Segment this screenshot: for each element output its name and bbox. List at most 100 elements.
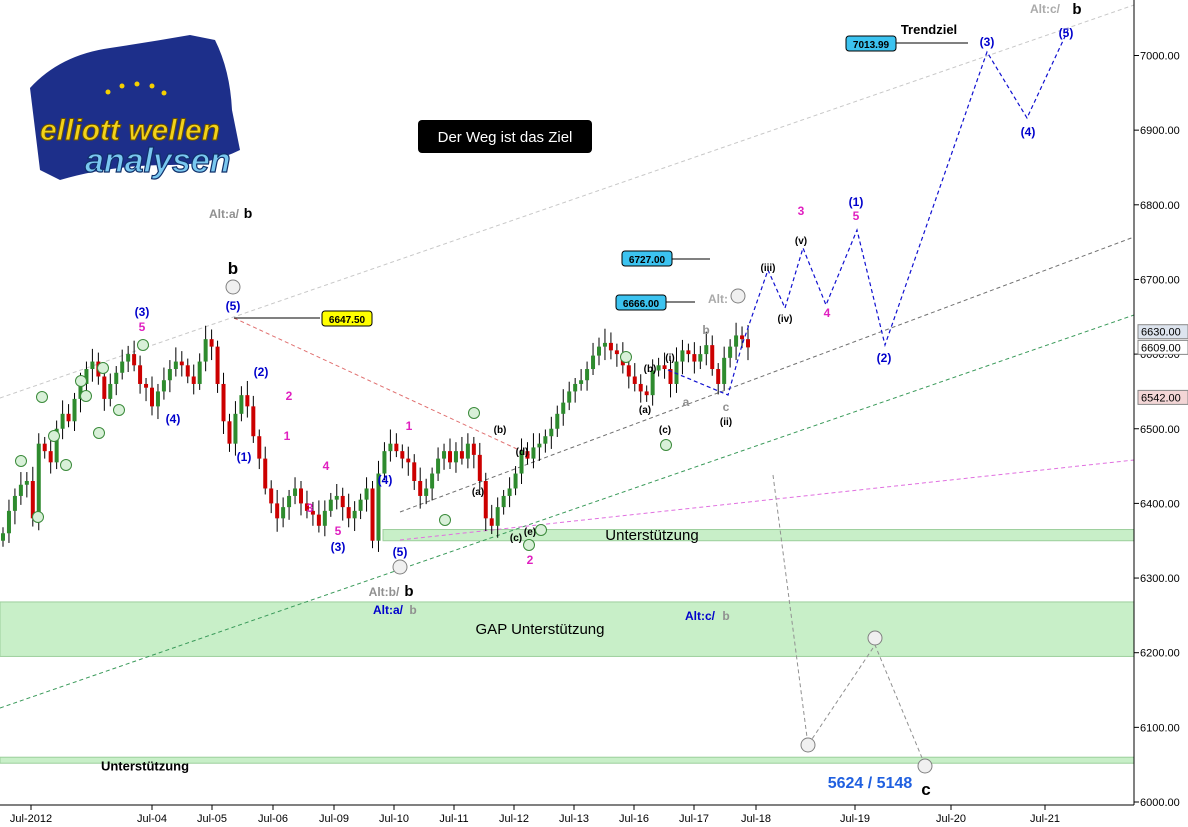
alt-b-label: Alt:b/ [369, 585, 400, 599]
wave-circle-marker [439, 514, 451, 526]
alt-c-label: Alt:c/ [1030, 2, 1061, 16]
candle-body [567, 391, 572, 403]
candle-body [12, 495, 17, 511]
candle-body [132, 354, 137, 366]
candle-body [471, 443, 476, 455]
price-tag-label: 6630.00 [1141, 327, 1181, 339]
candle-body [734, 335, 739, 347]
candle-body [257, 436, 262, 459]
candle-body [382, 451, 387, 474]
y-tick-label: 6700.00 [1140, 274, 1180, 286]
wave-circle-marker [867, 630, 883, 646]
logo: elliott wellen analysen [30, 35, 240, 181]
price-tag-label: 6609.00 [1141, 342, 1181, 354]
eu-flag-shape [30, 35, 240, 180]
wave-label: (3) [135, 305, 150, 319]
candle-body [388, 443, 393, 452]
candle-body [674, 361, 679, 384]
wave-label: (i) [665, 353, 674, 364]
level-box [621, 250, 673, 267]
y-tick-label: 6200.00 [1140, 648, 1180, 660]
candle-body [746, 339, 750, 348]
candle-body [507, 488, 512, 496]
candle-body [519, 451, 524, 474]
x-tick-label: Jul-10 [379, 813, 409, 825]
candle-body [6, 510, 11, 534]
candle-body [66, 413, 71, 422]
candle-body [114, 372, 119, 384]
red-trendline [233, 317, 531, 456]
candle-body [680, 350, 685, 362]
logo-line2: analysen [85, 142, 231, 180]
wave-circle-marker [620, 351, 632, 363]
level-box-label: 6647.50 [329, 315, 366, 326]
wave-b-label: b [404, 583, 413, 600]
candle-body [608, 342, 613, 351]
wave-circle-marker [535, 524, 547, 536]
zone-label: Unterstützung [101, 758, 189, 773]
candle-body [197, 361, 202, 384]
candle-body [662, 365, 667, 370]
candle-body [424, 488, 429, 496]
x-tick-label: Jul-06 [258, 813, 288, 825]
wave-circle-marker [36, 391, 48, 403]
x-tick-label: Jul-13 [559, 813, 589, 825]
wave-circle-marker [468, 407, 480, 419]
candle-body [597, 346, 601, 356]
candle-body [591, 355, 596, 370]
wave-label: (d) [516, 447, 529, 458]
wave-circle-marker [392, 559, 408, 575]
candle-body [501, 495, 506, 508]
candle-body [227, 421, 232, 444]
wave-label: (3) [331, 540, 346, 554]
wave-circle-marker [660, 439, 672, 451]
candle-body [656, 365, 661, 371]
wave-label: (e) [524, 527, 536, 538]
wave-label: 2 [527, 553, 534, 567]
candle-body [626, 365, 631, 377]
candle-body [102, 376, 107, 399]
wave-label: (b) [494, 425, 507, 436]
candle-body [334, 495, 339, 500]
candle-body [322, 510, 327, 526]
candle-body [525, 451, 530, 459]
support-zone [0, 601, 1135, 657]
wave-b-label: b [1072, 1, 1081, 18]
level-box-label: 6666.00 [623, 299, 660, 310]
candle-body [173, 361, 178, 370]
candle-body [215, 346, 220, 384]
candle-body [531, 447, 536, 459]
candle-body [36, 443, 41, 519]
x-tick-label: Jul-21 [1030, 813, 1060, 825]
candle-body [400, 451, 405, 459]
candle-body [394, 443, 399, 452]
wave-label: 4 [824, 306, 831, 320]
wave-circle-marker [917, 758, 933, 774]
candle-body [90, 361, 95, 370]
candle-body [150, 387, 154, 407]
wave-label: 5 [853, 209, 860, 223]
price-tag-label: 6542.00 [1141, 392, 1181, 404]
candle-body [299, 488, 303, 504]
candle-body [120, 361, 125, 373]
candle-body [263, 458, 268, 489]
candle-body [191, 376, 196, 384]
candle-body [477, 454, 482, 482]
candle-body [495, 507, 500, 526]
candle-body [328, 499, 333, 511]
candle-body [144, 383, 149, 388]
candle-body [364, 488, 369, 500]
headline: Der Weg ist das Ziel [438, 129, 573, 146]
mid-channel-line [399, 236, 1135, 513]
candle-body [358, 499, 363, 511]
candle-body [430, 473, 435, 489]
wave-label: (a) [639, 405, 651, 416]
candle-body [233, 413, 238, 444]
wave-label: 5 [335, 524, 342, 538]
wave-label: (5) [1059, 26, 1074, 40]
candle-body [561, 402, 566, 414]
candle-body [251, 406, 256, 437]
candle-body [448, 451, 452, 463]
